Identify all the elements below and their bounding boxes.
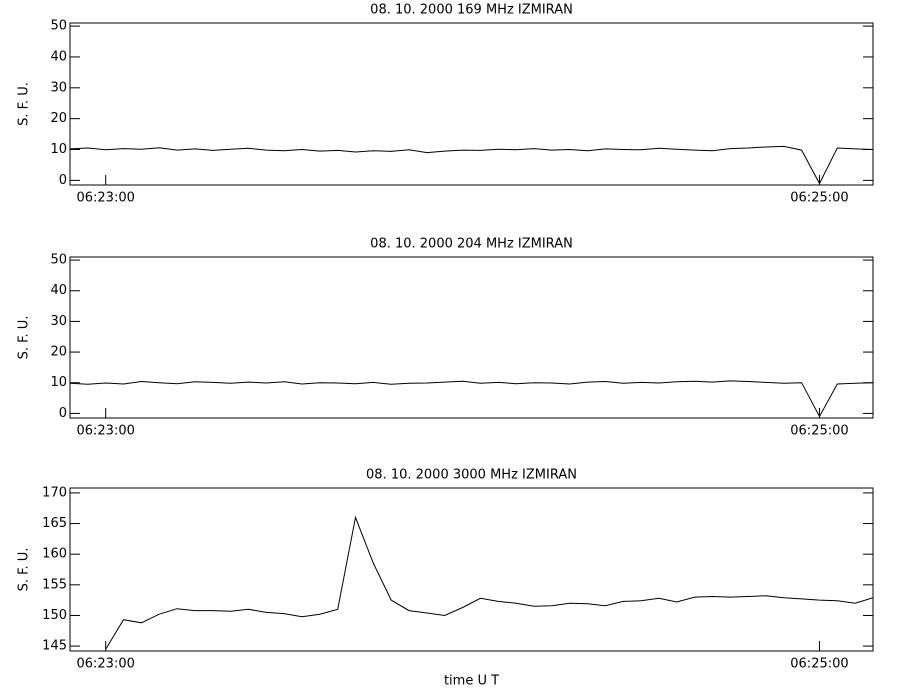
chart-title: 08. 10. 2000 3000 MHz IZMIRAN	[366, 468, 577, 483]
y-tick-label: 160	[42, 547, 67, 562]
x-tick-label: 06:23:00	[76, 191, 134, 206]
y-tick-label: 30	[50, 80, 67, 95]
y-tick-label: 50	[50, 19, 67, 34]
x-tick-label: 06:25:00	[790, 657, 848, 672]
plot-frame	[69, 487, 874, 652]
signal-line	[70, 145, 873, 185]
y-tick-label: 50	[50, 253, 67, 268]
x-tick-label: 06:23:00	[76, 657, 134, 672]
y-tick-label: 30	[50, 314, 67, 329]
x-tick-label: 06:25:00	[790, 424, 848, 439]
y-axis-label: S. F. U.	[17, 82, 32, 126]
y-axis-label: S. F. U.	[17, 316, 32, 360]
y-tick-label: 40	[50, 49, 67, 64]
y-tick-label: 150	[42, 608, 67, 623]
y-tick-label: 10	[50, 375, 67, 390]
chart-title: 08. 10. 2000 169 MHz IZMIRAN	[370, 3, 573, 18]
x-axis-label: time U T	[444, 674, 499, 689]
y-tick-label: 0	[59, 406, 67, 421]
y-tick-label: 0	[59, 173, 67, 188]
plot-frame	[69, 22, 874, 186]
y-tick-label: 145	[42, 639, 67, 654]
x-tick-label: 06:23:00	[76, 424, 134, 439]
chart-title: 08. 10. 2000 204 MHz IZMIRAN	[370, 237, 573, 252]
y-tick-label: 10	[50, 142, 67, 157]
y-tick-label: 165	[42, 516, 67, 531]
signal-line	[105, 515, 873, 650]
signal-line	[70, 380, 873, 418]
y-tick-label: 40	[50, 283, 67, 298]
y-tick-label: 170	[42, 485, 67, 500]
plot-frame	[69, 256, 874, 419]
y-axis-label: S. F. U.	[17, 548, 32, 592]
y-tick-label: 155	[42, 577, 67, 592]
y-tick-label: 20	[50, 111, 67, 126]
y-tick-label: 20	[50, 345, 67, 360]
x-tick-label: 06:25:00	[790, 191, 848, 206]
